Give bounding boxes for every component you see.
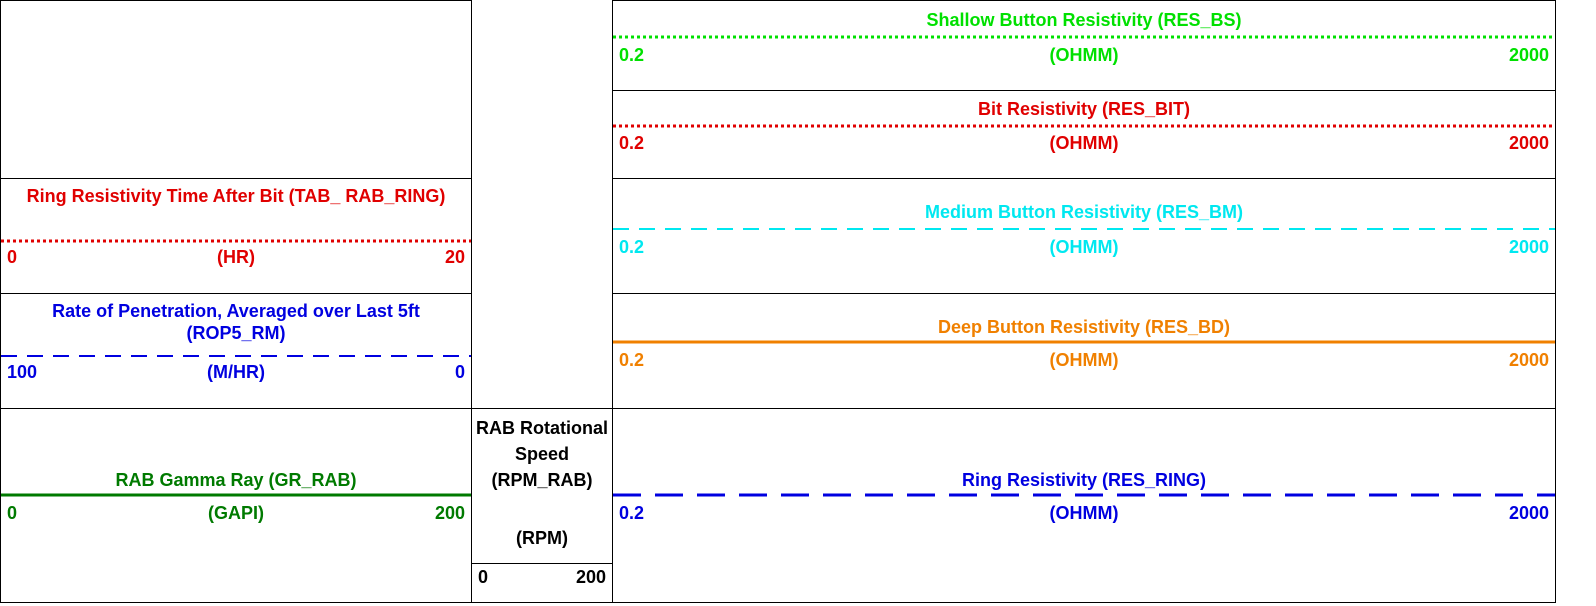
scale-max: 0	[454, 362, 465, 382]
track-title: Bit Resistivity (RES_BIT)	[977, 99, 1191, 119]
curve-line	[613, 493, 1555, 497]
scale-unit: (OHMM)	[1049, 503, 1119, 523]
scale: 0.2 (OHMM) 2000	[613, 237, 1555, 259]
curve-line	[613, 340, 1555, 344]
scale-min: 0	[478, 567, 489, 587]
scale: 0.2 (OHMM) 2000	[613, 350, 1555, 372]
scale-unit: (HR)	[217, 247, 255, 267]
scale-unit: (GAPI)	[208, 503, 264, 523]
track-header: Medium Button Resistivity (RES_BM) 0.2 (OH…	[612, 178, 1556, 294]
curve-line	[613, 124, 1555, 128]
scale: 0.2 (OHMM) 2000	[613, 45, 1555, 67]
scale-min: 100	[7, 362, 38, 382]
track-header: Bit Resistivity (RES_BIT) 0.2 (OHMM) 2000	[612, 90, 1556, 179]
scale-max: 2000	[1508, 350, 1549, 370]
curve-line	[613, 35, 1555, 39]
scale: 0 (GAPI) 200	[1, 503, 471, 525]
scale-max: 20	[444, 247, 465, 267]
scale-min: 0	[7, 247, 18, 267]
track-title: RAB Rotational Speed (RPM_RAB)	[476, 418, 608, 490]
track-header: Deep Button Resistivity (RES_BD) 0.2 (OHMM…	[612, 293, 1556, 409]
curve-line	[1, 239, 471, 243]
scale-unit: (OHMM)	[1049, 350, 1119, 370]
curve-line	[613, 228, 1555, 230]
scale-unit: (OHMM)	[1049, 45, 1119, 65]
track-title: Rate of Penetration, Averaged over Last …	[52, 301, 420, 343]
scale-min: 0.2	[619, 350, 645, 370]
scale-unit: (M/HR)	[207, 362, 265, 382]
curve-line	[1, 355, 471, 357]
scale-max: 2000	[1508, 45, 1549, 65]
scale-min: 0.2	[619, 45, 645, 65]
track-header: Ring Resistivity Time After Bit (TAB_ RA…	[0, 178, 472, 294]
track-title: RAB Gamma Ray (GR_RAB)	[115, 470, 357, 490]
scale-min: 0.2	[619, 133, 645, 153]
scale-min: 0	[7, 503, 18, 523]
track-title: Medium Button Resistivity (RES_BM)	[924, 202, 1244, 222]
scale: 0 200	[472, 563, 612, 606]
track-title: Shallow Button Resistivity (RES_BS)	[926, 10, 1242, 30]
track-header: RAB Rotational Speed (RPM_RAB) (RPM) 0 200	[471, 408, 613, 603]
track-title: Deep Button Resistivity (RES_BD)	[937, 317, 1231, 337]
scale-unit: (OHMM)	[1049, 237, 1119, 257]
track-header: Ring Resistivity (RES_RING) 0.2 (OHMM) 2000	[612, 408, 1556, 603]
track-header: Rate of Penetration, Averaged over Last …	[0, 293, 472, 409]
track-title: Ring Resistivity Time After Bit (TAB_ RA…	[26, 186, 446, 206]
scale-max: 2000	[1508, 237, 1549, 257]
track-unit: (RPM)	[516, 528, 568, 548]
track-header: RAB Gamma Ray (GR_RAB) 0 (GAPI) 200	[0, 408, 472, 603]
track-header: Shallow Button Resistivity (RES_BS) 0.2 (O…	[612, 0, 1556, 91]
track-title: Ring Resistivity (RES_RING)	[961, 470, 1207, 490]
scale: 100 (M/HR) 0	[1, 362, 471, 384]
scale-max: 2000	[1508, 503, 1549, 523]
scale: 0.2 (OHMM) 2000	[613, 503, 1555, 525]
curve-line	[1, 493, 471, 497]
empty-cell	[0, 0, 472, 179]
scale-unit: (OHMM)	[1049, 133, 1119, 153]
scale-min: 0.2	[619, 237, 645, 257]
scale-min: 0.2	[619, 503, 645, 523]
scale: 0.2 (OHMM) 2000	[613, 133, 1555, 155]
scale: 0 (HR) 20	[1, 247, 471, 269]
scale-max: 200	[434, 503, 465, 523]
scale-max: 200	[575, 567, 606, 587]
scale-max: 2000	[1508, 133, 1549, 153]
